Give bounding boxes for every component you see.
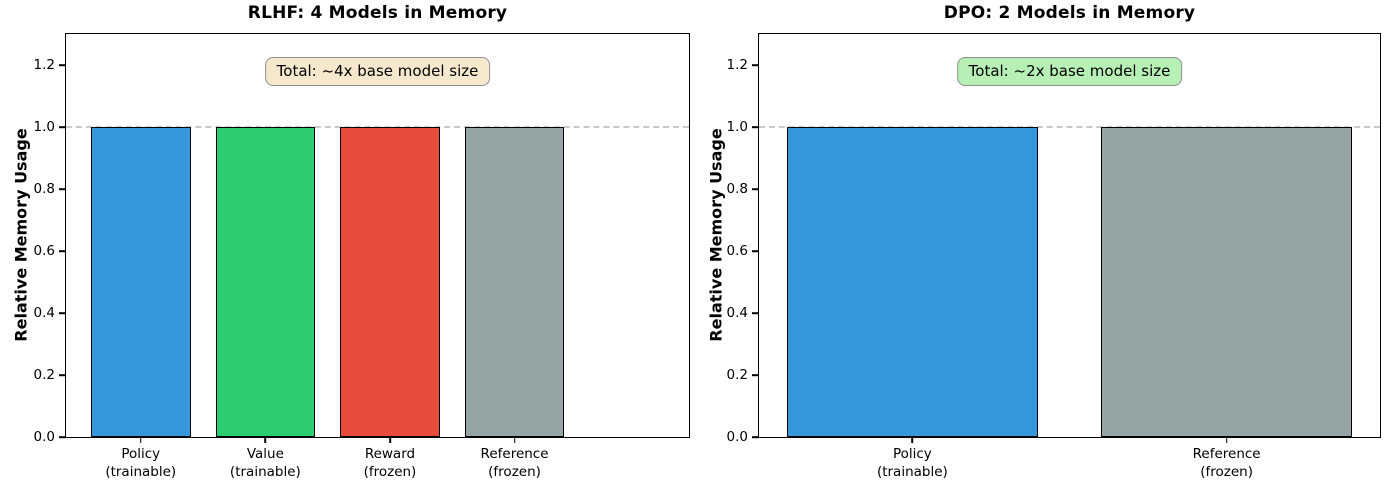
y-tick-mark bbox=[59, 126, 66, 128]
x-tick-label-value: Value (trainable) bbox=[229, 446, 301, 480]
y-tick-label: 1.0 bbox=[33, 119, 55, 135]
bar-value bbox=[215, 127, 316, 437]
y-tick-label: 1.2 bbox=[33, 57, 55, 73]
y-tick-mark bbox=[752, 312, 759, 314]
bar-reference bbox=[1100, 127, 1353, 437]
reference-line-1x bbox=[759, 126, 1380, 128]
y-tick-mark bbox=[752, 374, 759, 376]
y-tick-mark bbox=[59, 188, 66, 190]
x-tick-label-reference: Reference (frozen) bbox=[480, 446, 549, 480]
x-tick-mark bbox=[911, 437, 914, 443]
y-tick-label: 1.2 bbox=[726, 57, 748, 73]
y-tick-label: 0.6 bbox=[726, 243, 748, 259]
rlhf-y-axis-label: Relative Memory Usage bbox=[11, 128, 31, 342]
rlhf-chart: RLHF: 4 Models in Memory Relative Memory… bbox=[11, 3, 690, 480]
y-tick-mark bbox=[59, 250, 66, 252]
x-tick-label-policy: Policy (trainable) bbox=[105, 446, 177, 480]
y-tick-label: 0.2 bbox=[33, 367, 55, 383]
x-tick-label-reference: Reference (frozen) bbox=[1192, 446, 1261, 480]
y-tick-mark bbox=[59, 64, 66, 66]
x-tick-mark bbox=[1225, 437, 1228, 443]
rlhf-chart-title: RLHF: 4 Models in Memory bbox=[247, 3, 508, 23]
x-tick-mark bbox=[389, 437, 391, 443]
x-tick-mark bbox=[513, 437, 516, 443]
y-tick-label: 0.2 bbox=[726, 367, 748, 383]
y-tick-mark bbox=[59, 374, 66, 376]
y-tick-mark bbox=[752, 188, 759, 190]
y-tick-mark bbox=[59, 436, 66, 438]
y-tick-label: 0.8 bbox=[726, 181, 748, 197]
y-tick-mark bbox=[752, 436, 759, 438]
dpo-chart: DPO: 2 Models in Memory Relative Memory … bbox=[695, 0, 1389, 490]
bar-reference bbox=[464, 127, 565, 437]
bar-policy bbox=[786, 127, 1039, 437]
y-tick-mark bbox=[752, 250, 759, 252]
y-tick-label: 0.0 bbox=[726, 429, 748, 445]
dpo-chart-title: DPO: 2 Models in Memory bbox=[943, 3, 1196, 23]
rlhf-total-annotation: Total: ~4x base model size bbox=[264, 57, 491, 86]
y-tick-label: 0.4 bbox=[726, 304, 748, 321]
x-tick-label-policy: Policy (trainable) bbox=[876, 446, 948, 480]
bar-reward bbox=[340, 127, 440, 437]
rlhf-plot-area: Total: ~4x base model size 0.0 0.2 0.4 0.6 0… bbox=[34, 33, 690, 480]
x-tick-mark bbox=[264, 437, 267, 443]
y-tick-mark bbox=[752, 64, 759, 66]
y-tick-mark bbox=[752, 126, 759, 128]
x-tick-label-reward: Reward (frozen) bbox=[363, 446, 417, 480]
y-tick-label: 0.0 bbox=[33, 429, 55, 445]
dpo-total-annotation: Total: ~2x base model size bbox=[956, 57, 1183, 86]
y-tick-mark bbox=[59, 312, 66, 314]
y-tick-label: 0.6 bbox=[33, 243, 55, 259]
y-tick-label: 0.4 bbox=[33, 304, 55, 321]
y-tick-label: 0.8 bbox=[33, 181, 55, 197]
y-tick-label: 1.0 bbox=[726, 119, 748, 135]
bar-policy bbox=[90, 127, 191, 437]
dpo-y-axis-label: Relative Memory Usage bbox=[706, 128, 726, 342]
dpo-plot-area: Total: ~2x base model size 0.0 0.2 0.4 0.6 0… bbox=[727, 33, 1381, 480]
x-tick-mark bbox=[139, 437, 142, 443]
